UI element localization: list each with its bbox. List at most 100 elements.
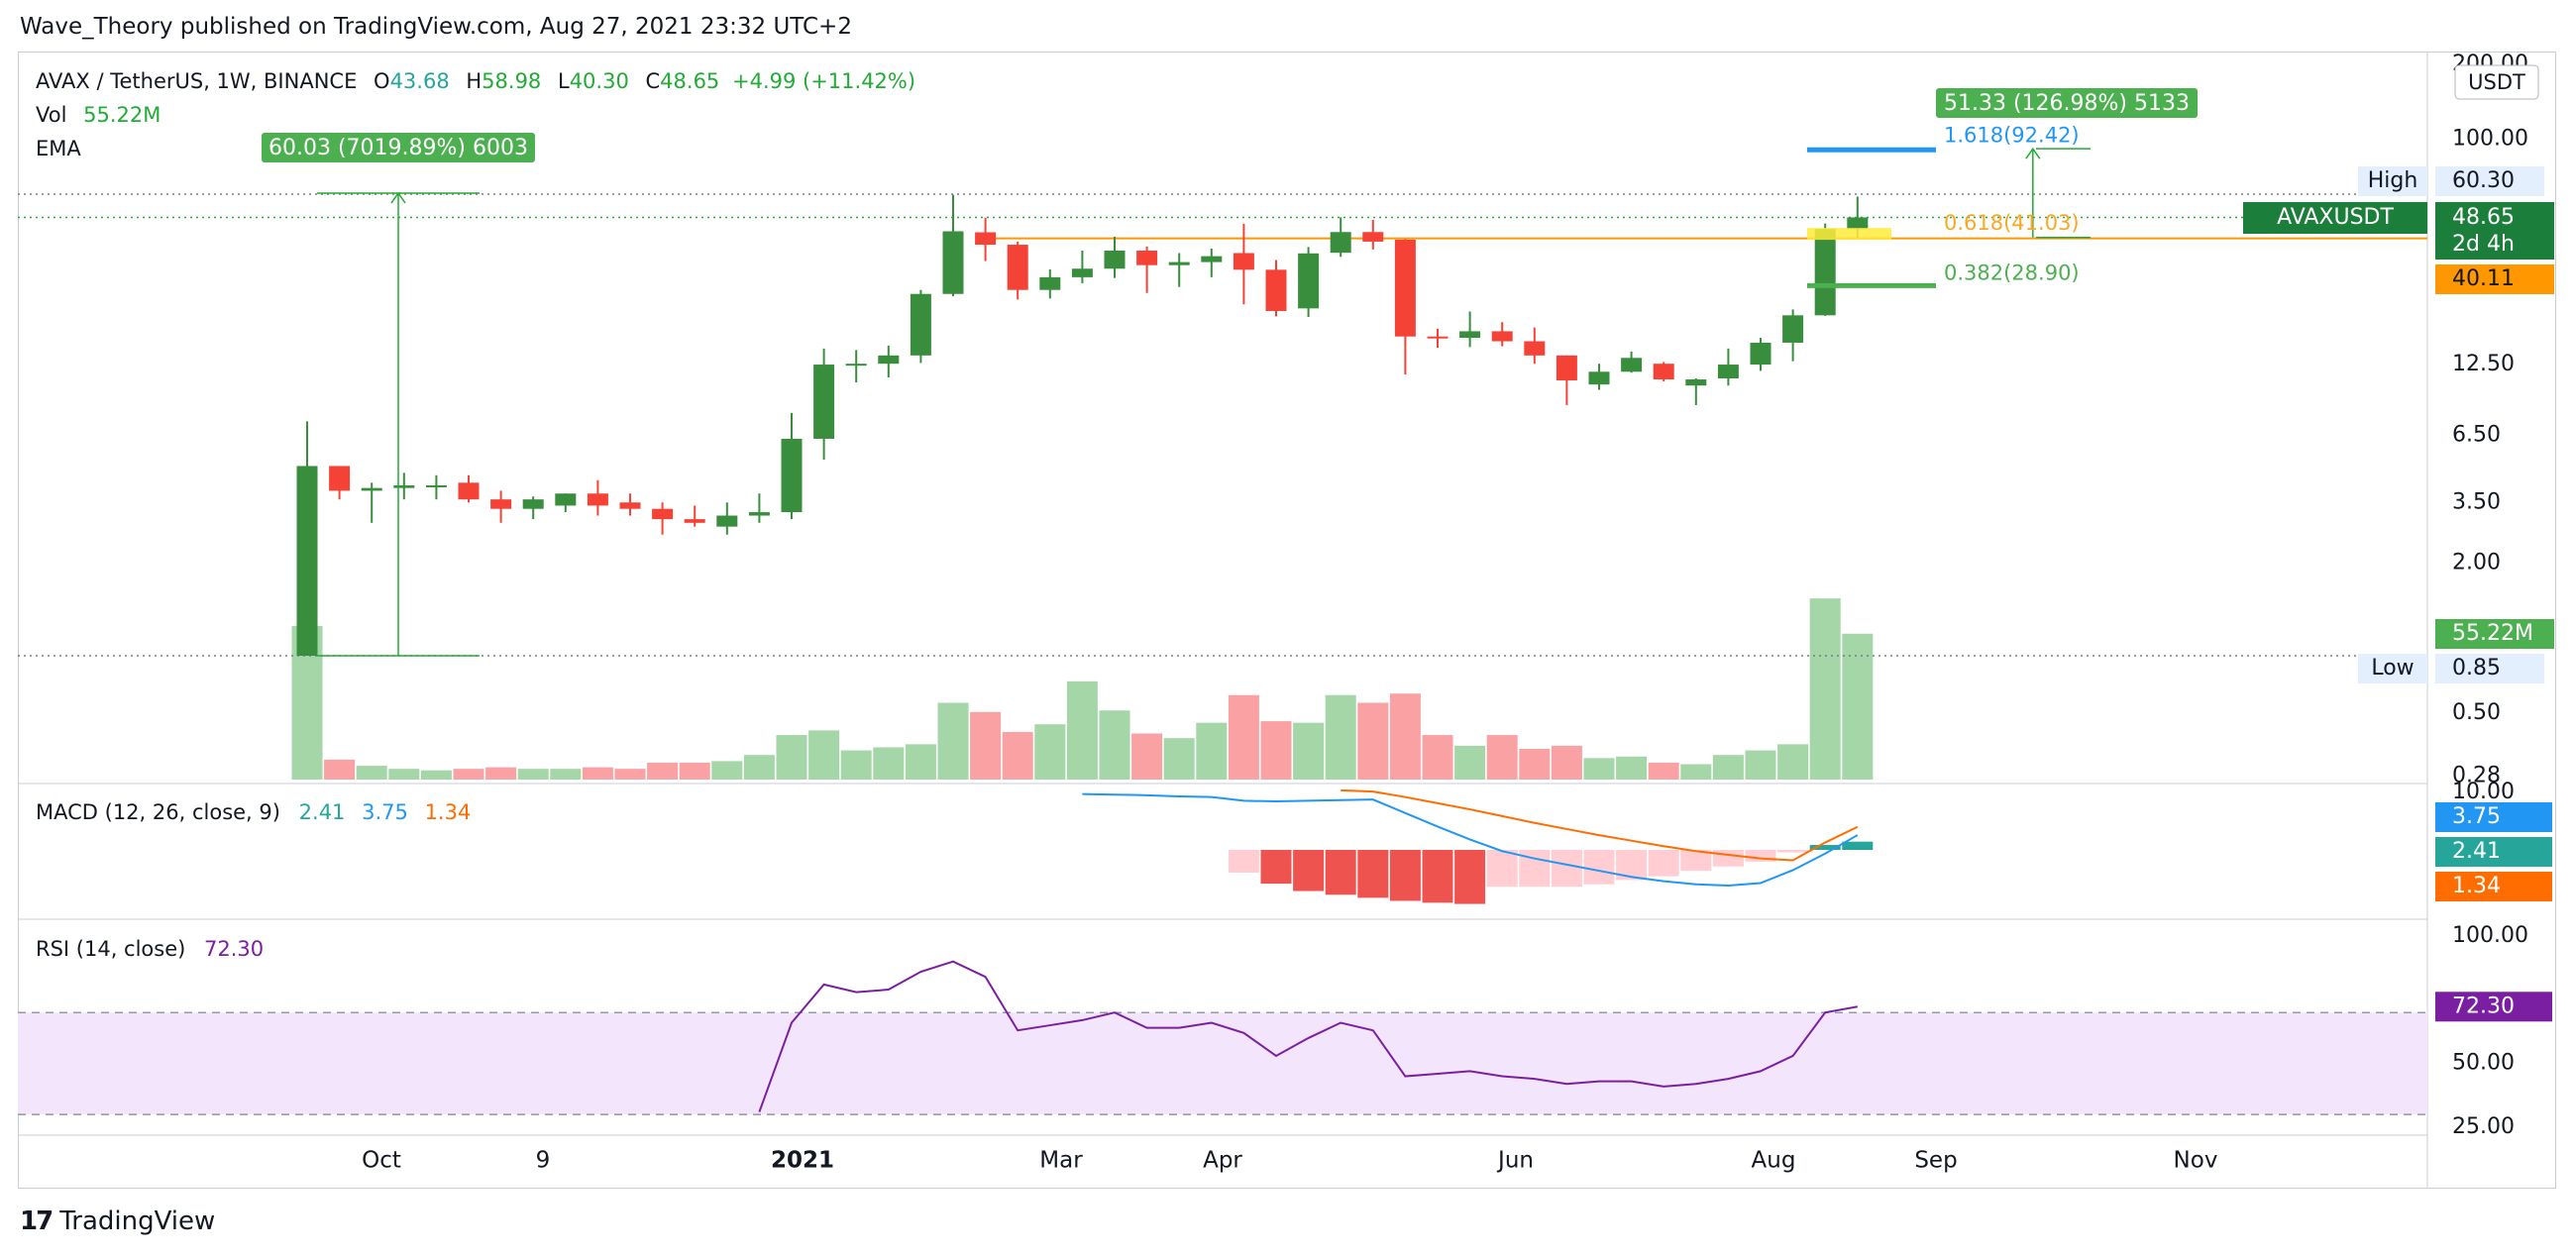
candle-body[interactable] xyxy=(975,232,997,246)
currency-unit-box[interactable] xyxy=(2454,64,2539,100)
candle-body[interactable] xyxy=(1394,239,1416,337)
candle-body[interactable] xyxy=(425,484,447,487)
fib-price-tag: 40.11 xyxy=(2452,266,2515,291)
candle-body[interactable] xyxy=(1233,253,1254,270)
price-tick: 0.50 xyxy=(2452,700,2501,725)
candle-body[interactable] xyxy=(878,355,900,365)
candle-body[interactable] xyxy=(716,515,738,527)
macd-tick: 10.00 xyxy=(2452,780,2515,804)
rsi-label: RSI (14, close) xyxy=(36,937,186,961)
candle-body[interactable] xyxy=(1362,232,1384,242)
change-value: +4.99 (+11.42%) xyxy=(731,69,916,93)
candle-body[interactable] xyxy=(490,499,512,509)
candle-body[interactable] xyxy=(781,438,803,513)
volume-bar xyxy=(1293,722,1325,780)
candle-body[interactable] xyxy=(587,493,608,506)
candle-body[interactable] xyxy=(652,508,674,520)
volume-bar xyxy=(1551,745,1582,780)
candle-body[interactable] xyxy=(684,519,705,523)
candle-body[interactable] xyxy=(1459,331,1481,339)
candle-body[interactable] xyxy=(1491,331,1513,342)
candles xyxy=(296,194,1869,656)
last-price: 48.65 xyxy=(2452,205,2515,230)
candle-body[interactable] xyxy=(522,499,544,509)
volume-bar xyxy=(711,761,743,780)
volume-bar xyxy=(840,750,872,780)
measure-right-arrowhead xyxy=(2025,147,2041,159)
candle-body[interactable] xyxy=(1717,365,1739,379)
candle-body[interactable] xyxy=(1201,256,1223,262)
macd-histogram-bar xyxy=(1648,850,1679,877)
volume-legend[interactable]: Vol 55.22M xyxy=(36,103,161,127)
volume-bar xyxy=(1809,598,1841,780)
candle-body[interactable] xyxy=(1071,268,1093,277)
candle-body[interactable] xyxy=(393,484,415,488)
macd-histogram-bar xyxy=(1422,850,1453,903)
macd-signal-tag-bg xyxy=(2435,872,2552,901)
candle-body[interactable] xyxy=(845,364,867,367)
candle-body[interactable] xyxy=(813,365,835,439)
candle-body[interactable] xyxy=(1330,232,1351,254)
rsi-legend[interactable]: RSI (14, close) 72.30 xyxy=(36,937,264,961)
volume-bar xyxy=(356,766,387,780)
candle-body[interactable] xyxy=(910,293,931,356)
time-tick: Jun xyxy=(1496,1148,1534,1174)
candle-body[interactable] xyxy=(1298,253,1320,309)
candle-body[interactable] xyxy=(296,466,318,656)
tradingview-logo[interactable]: 𝟭𝟳 TradingView xyxy=(20,1206,215,1236)
close-value: 48.65 xyxy=(660,69,720,93)
candle-body[interactable] xyxy=(1814,229,1836,316)
volume-bar xyxy=(1034,724,1066,780)
price-tick: 2.00 xyxy=(2452,550,2501,575)
candle-body[interactable] xyxy=(1007,245,1028,290)
annotations: 60.03 (7019.89%) 6003 51.33 (126.98%) 513… xyxy=(262,88,2198,657)
candle-body[interactable] xyxy=(458,482,480,500)
measure-right-label-bg xyxy=(1936,88,2198,118)
candle-body[interactable] xyxy=(1427,336,1449,339)
candle-body[interactable] xyxy=(1524,341,1546,356)
volume-bar xyxy=(324,759,356,780)
candle-body[interactable] xyxy=(1556,355,1577,381)
candle-body[interactable] xyxy=(1136,251,1158,265)
macd-histogram-bar xyxy=(1712,850,1744,867)
candle-body[interactable] xyxy=(361,487,382,491)
ema-legend[interactable]: EMA xyxy=(36,137,81,160)
macd-hist-tag-bg xyxy=(2435,837,2552,867)
volume-bar xyxy=(1712,755,1744,780)
currency-unit: USDT xyxy=(2468,70,2525,94)
candle-body[interactable] xyxy=(1750,342,1771,366)
candle-body[interactable] xyxy=(942,231,964,294)
symbol-legend[interactable]: AVAX / TetherUS, 1W, BINANCE O43.68 H58.… xyxy=(36,69,915,93)
fib-1618-label: 1.618(92.42) xyxy=(1944,123,2080,147)
volume-bar xyxy=(1777,744,1809,780)
time-tick: Mar xyxy=(1039,1148,1083,1174)
candle-body[interactable] xyxy=(555,493,577,506)
candle-body[interactable] xyxy=(329,466,351,491)
macd-histogram-bar xyxy=(1389,850,1421,901)
candle-body[interactable] xyxy=(1685,379,1707,386)
candle-body[interactable] xyxy=(1621,358,1643,372)
candle-body[interactable] xyxy=(1588,371,1610,385)
candle-body[interactable] xyxy=(1168,262,1190,265)
tradingview-brand: TradingView xyxy=(59,1206,216,1236)
macd-histogram-bar xyxy=(1260,850,1292,885)
symbol-name: AVAX / TetherUS, 1W, BINANCE xyxy=(36,69,358,93)
candle-body[interactable] xyxy=(1039,276,1061,290)
volume-bar xyxy=(1454,745,1486,780)
candle-body[interactable] xyxy=(1653,364,1674,380)
candle-body[interactable] xyxy=(619,502,641,509)
volume-bar xyxy=(1648,762,1679,780)
candle-body[interactable] xyxy=(1104,251,1126,269)
candle-body[interactable] xyxy=(748,512,770,516)
macd-histogram-bar xyxy=(1680,850,1712,872)
measure-left-arrowhead xyxy=(390,191,406,204)
candle-body[interactable] xyxy=(1265,269,1287,311)
candle-body[interactable] xyxy=(1847,217,1869,230)
volume-tag-bg xyxy=(2435,619,2554,649)
candle-body[interactable] xyxy=(1782,315,1804,343)
close-label: C xyxy=(645,69,661,93)
volume-bar xyxy=(808,730,840,780)
macd-legend[interactable]: MACD (12, 26, close, 9) 2.41 3.75 1.34 xyxy=(36,800,471,824)
macd-line-tag: 3.75 xyxy=(2452,804,2501,829)
